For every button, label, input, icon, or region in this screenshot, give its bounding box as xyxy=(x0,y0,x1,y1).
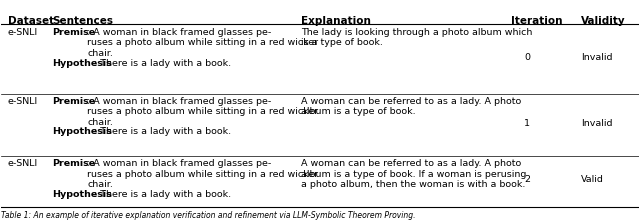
Text: : There is a lady with a book.: : There is a lady with a book. xyxy=(94,127,231,137)
Text: Invalid: Invalid xyxy=(581,119,612,128)
Text: : There is a lady with a book.: : There is a lady with a book. xyxy=(94,190,231,199)
Text: 0: 0 xyxy=(524,53,530,62)
Text: Premise: Premise xyxy=(52,97,95,106)
Text: The lady is looking through a photo album which
is a type of book.: The lady is looking through a photo albu… xyxy=(301,28,532,47)
Text: Sentences: Sentences xyxy=(52,16,113,26)
Text: 2: 2 xyxy=(524,175,530,184)
Text: : There is a lady with a book.: : There is a lady with a book. xyxy=(94,59,231,68)
Text: e-SNLI: e-SNLI xyxy=(8,159,38,168)
Text: Invalid: Invalid xyxy=(581,53,612,62)
Text: e-SNLI: e-SNLI xyxy=(8,97,38,106)
Text: Table 1: An example of iterative explanation verification and refinement via LLM: Table 1: An example of iterative explana… xyxy=(1,211,416,220)
Text: e-SNLI: e-SNLI xyxy=(8,28,38,37)
Text: A woman can be referred to as a lady. A photo
album is a type of book. If a woma: A woman can be referred to as a lady. A … xyxy=(301,159,526,189)
Text: Premise: Premise xyxy=(52,159,95,168)
Text: Iteration: Iteration xyxy=(511,16,563,26)
Text: Hypothesis: Hypothesis xyxy=(52,190,112,199)
Text: Hypothesis: Hypothesis xyxy=(52,59,112,68)
Text: Hypothesis: Hypothesis xyxy=(52,127,112,137)
Text: Premise: Premise xyxy=(52,28,95,37)
Text: Explanation: Explanation xyxy=(301,16,371,26)
Text: Validity: Validity xyxy=(581,16,626,26)
Text: A woman can be referred to as a lady. A photo
album is a type of book.: A woman can be referred to as a lady. A … xyxy=(301,97,521,116)
Text: Dataset: Dataset xyxy=(8,16,54,26)
Text: 1: 1 xyxy=(524,119,530,128)
Text: : A woman in black framed glasses pe-
ruses a photo album while sitting in a red: : A woman in black framed glasses pe- ru… xyxy=(88,97,319,127)
Text: Valid: Valid xyxy=(581,175,604,184)
Text: : A woman in black framed glasses pe-
ruses a photo album while sitting in a red: : A woman in black framed glasses pe- ru… xyxy=(88,28,319,58)
Text: : A woman in black framed glasses pe-
ruses a photo album while sitting in a red: : A woman in black framed glasses pe- ru… xyxy=(88,159,319,189)
